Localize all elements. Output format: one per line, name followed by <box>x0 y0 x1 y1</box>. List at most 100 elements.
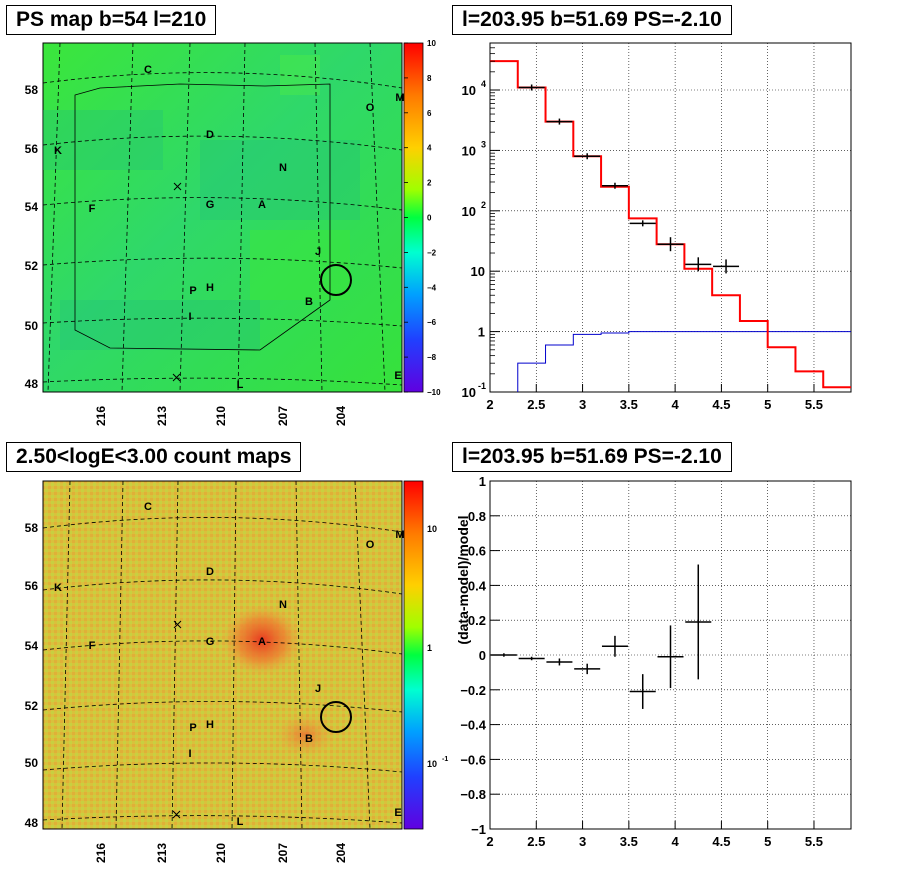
lat-tick-label: 48 <box>25 816 39 830</box>
colorbar-tick-label: 10 <box>427 39 436 48</box>
residual-points <box>490 564 712 709</box>
y-tick-label: 1 <box>479 474 486 489</box>
lat-tick-label: 54 <box>25 639 39 653</box>
x-tick-label: 5.5 <box>805 834 823 849</box>
lat-tick-label: 56 <box>25 142 39 156</box>
colorbar-tick-label: −2 <box>427 248 437 257</box>
source-label: O <box>366 539 375 551</box>
source-label: P <box>189 285 196 297</box>
y-tick-label: 0.8 <box>468 509 486 524</box>
source-label: F <box>89 640 96 652</box>
lat-tick-label: 50 <box>25 319 39 333</box>
source-label: E <box>394 807 401 819</box>
colorbar-tick-label: 6 <box>427 109 432 118</box>
map-top-title: PS map b=54 l=210 <box>6 5 217 35</box>
ps-step-line <box>517 331 851 392</box>
x-tick-label: 4 <box>672 397 680 412</box>
colorbar-tick-label: −6 <box>427 318 437 327</box>
map-top-graticule <box>42 42 403 393</box>
source-label: C <box>144 501 152 513</box>
colorbar-tick-label: 8 <box>427 74 432 83</box>
source-label: I <box>188 311 191 323</box>
colorbar-bottom <box>403 480 424 830</box>
lat-tick-label: 50 <box>25 756 39 770</box>
lon-tick-label: 216 <box>94 843 108 863</box>
x-tick-label: 2 <box>486 397 493 412</box>
y-tick-label: 0.6 <box>468 544 486 559</box>
map-top-texture <box>43 55 360 350</box>
colorbar-tick-label: 4 <box>427 144 432 153</box>
source-label: K <box>54 145 62 157</box>
x-tick-label: 5 <box>764 397 771 412</box>
cross-marks <box>172 182 182 382</box>
colorbar-tick-label: -1 <box>442 756 448 763</box>
y-tick-label: 10 <box>462 385 476 400</box>
source-label: B <box>305 733 313 745</box>
lat-tick-label: 48 <box>25 377 39 391</box>
y-tick-label: −0.2 <box>460 683 486 698</box>
map-top-frame <box>42 42 403 393</box>
x-tick-label: 2.5 <box>527 397 545 412</box>
x-tick-label: 5 <box>764 834 771 849</box>
source-label: J <box>315 683 321 695</box>
x-tick-label: 5.5 <box>805 397 823 412</box>
source-label: M <box>395 92 404 104</box>
colorbar-tick-label: 0 <box>427 214 432 223</box>
source-label: D <box>206 566 214 578</box>
y-tick-label: −0.4 <box>460 718 486 733</box>
colorbar-tick-label: 1 <box>427 643 432 653</box>
x-tick-label: 3.5 <box>620 397 638 412</box>
lon-tick-label: 213 <box>155 843 169 863</box>
source-label: H <box>206 282 214 294</box>
source-label: G <box>206 636 215 648</box>
source-label: H <box>206 719 214 731</box>
source-label: O <box>366 102 375 114</box>
lon-tick-label: 204 <box>334 406 348 426</box>
x-tick-label: 4.5 <box>712 834 730 849</box>
source-label: I <box>188 748 191 760</box>
map-top-region-outline <box>74 83 331 351</box>
map-top-ticks: 48 50 52 54 56 58 216 213 210 207 204 10 8 6 4 2 0 −2 −4 −6… <box>25 39 441 426</box>
source-label: L <box>237 816 244 828</box>
target-circle <box>320 264 352 296</box>
x-tick-label: 3 <box>579 397 586 412</box>
spectrum-ps-series <box>517 331 851 392</box>
lat-tick-label: 52 <box>25 699 39 713</box>
y-tick-label: −1 <box>471 822 486 837</box>
cross-marks-count <box>172 620 182 819</box>
x-tick-label: 2.5 <box>527 834 545 849</box>
x-tick-label: 3 <box>579 834 586 849</box>
source-label: G <box>206 199 215 211</box>
x-tick-label: 2 <box>486 834 493 849</box>
target-circle-count <box>320 701 352 733</box>
colorbar-tick-label: −10 <box>427 388 441 397</box>
map-panel-top <box>42 42 403 393</box>
source-label: N <box>279 599 287 611</box>
y-tick-label: −0.6 <box>460 752 486 767</box>
lat-tick-label: 56 <box>25 579 39 593</box>
source-label: P <box>189 722 196 734</box>
y-tick-label: 0 <box>479 648 486 663</box>
source-label: D <box>206 129 214 141</box>
spectrum-x-ticks: 2 2.5 3 3.5 4 4.5 5 5.5 <box>486 384 823 412</box>
lat-tick-label: 54 <box>25 200 39 214</box>
source-label: C <box>144 64 152 76</box>
y-tick-label: 0.2 <box>468 613 486 628</box>
source-label: E <box>394 370 401 382</box>
source-label: J <box>315 246 321 258</box>
colorbar-tick-label: −8 <box>427 353 437 362</box>
source-label: A <box>258 636 266 648</box>
lon-tick-label: 210 <box>214 843 228 863</box>
map-bottom-frame <box>42 480 403 830</box>
y-tick-exponent: 3 <box>481 139 486 149</box>
map-bottom-graticule <box>42 480 403 830</box>
map-panel-bottom <box>42 480 403 830</box>
map-bottom-title: 2.50<logE<3.00 count maps <box>6 442 302 472</box>
map-bottom-hotspots <box>222 605 335 757</box>
y-tick-label: 0.4 <box>468 578 487 593</box>
y-tick-label: −0.8 <box>460 787 486 802</box>
y-tick-label: 10 <box>462 204 476 219</box>
y-tick-label: 1 <box>478 325 485 340</box>
